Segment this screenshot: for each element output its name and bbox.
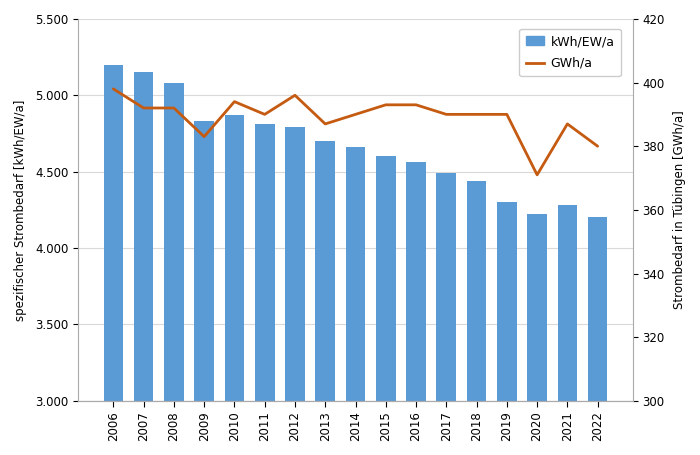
Bar bbox=[255, 124, 274, 455]
Bar bbox=[195, 121, 214, 455]
Y-axis label: spezifischer Strombedarf [kWh/EW/a]: spezifischer Strombedarf [kWh/EW/a] bbox=[14, 99, 27, 320]
Bar bbox=[527, 214, 547, 455]
Bar bbox=[104, 65, 123, 455]
Bar bbox=[406, 162, 426, 455]
Bar bbox=[588, 217, 608, 455]
Bar bbox=[376, 157, 396, 455]
Bar bbox=[285, 127, 304, 455]
Bar bbox=[316, 141, 335, 455]
Bar bbox=[437, 173, 456, 455]
Bar bbox=[557, 205, 578, 455]
Legend: kWh/EW/a, GWh/a: kWh/EW/a, GWh/a bbox=[519, 29, 621, 76]
Bar bbox=[467, 181, 486, 455]
Bar bbox=[134, 72, 153, 455]
Bar bbox=[225, 115, 244, 455]
Y-axis label: Strombedarf in Tübingen [GWh/a]: Strombedarf in Tübingen [GWh/a] bbox=[673, 111, 686, 309]
Bar bbox=[346, 147, 365, 455]
Bar bbox=[497, 202, 517, 455]
Bar bbox=[164, 83, 183, 455]
